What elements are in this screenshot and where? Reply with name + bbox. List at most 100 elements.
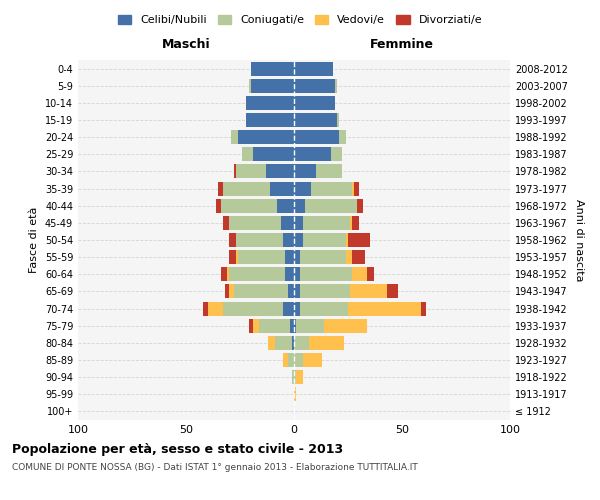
- Bar: [247, 96, 294, 110]
- Bar: [294, 336, 309, 350]
- Bar: [294, 148, 331, 162]
- Y-axis label: Fasce di età: Fasce di età: [29, 207, 39, 273]
- Bar: [335, 78, 337, 92]
- Bar: [294, 96, 335, 110]
- Bar: [316, 164, 341, 178]
- Bar: [236, 233, 283, 247]
- Bar: [292, 370, 294, 384]
- Bar: [253, 318, 259, 332]
- Bar: [294, 250, 301, 264]
- Bar: [208, 302, 223, 316]
- Bar: [302, 353, 322, 367]
- Bar: [294, 164, 316, 178]
- Bar: [223, 216, 229, 230]
- Bar: [294, 284, 301, 298]
- Bar: [387, 284, 398, 298]
- Bar: [232, 130, 238, 144]
- Bar: [268, 336, 275, 350]
- Bar: [221, 268, 227, 281]
- Bar: [283, 302, 294, 316]
- Bar: [223, 182, 270, 196]
- Bar: [331, 148, 341, 162]
- Bar: [236, 250, 238, 264]
- Bar: [221, 198, 277, 212]
- Legend: Celibi/Nubili, Coniugati/e, Vedovi/e, Divorziati/e: Celibi/Nubili, Coniugati/e, Vedovi/e, Di…: [113, 10, 487, 29]
- Bar: [229, 268, 286, 281]
- Bar: [346, 250, 352, 264]
- Bar: [248, 318, 253, 332]
- Bar: [292, 336, 294, 350]
- Bar: [287, 353, 294, 367]
- Bar: [203, 302, 208, 316]
- Bar: [305, 198, 356, 212]
- Bar: [253, 148, 294, 162]
- Bar: [251, 62, 294, 76]
- Bar: [346, 233, 348, 247]
- Bar: [275, 336, 292, 350]
- Bar: [294, 198, 305, 212]
- Bar: [223, 302, 283, 316]
- Bar: [259, 318, 290, 332]
- Bar: [301, 302, 348, 316]
- Bar: [294, 318, 296, 332]
- Bar: [324, 318, 367, 332]
- Bar: [294, 370, 296, 384]
- Bar: [281, 216, 294, 230]
- Bar: [225, 284, 229, 298]
- Bar: [227, 268, 229, 281]
- Bar: [287, 284, 294, 298]
- Bar: [283, 353, 287, 367]
- Bar: [340, 130, 346, 144]
- Bar: [348, 302, 421, 316]
- Bar: [294, 388, 296, 402]
- Bar: [247, 113, 294, 127]
- Bar: [356, 198, 363, 212]
- Bar: [367, 268, 374, 281]
- Bar: [286, 250, 294, 264]
- Text: Popolazione per età, sesso e stato civile - 2013: Popolazione per età, sesso e stato civil…: [12, 442, 343, 456]
- Bar: [294, 62, 333, 76]
- Bar: [294, 182, 311, 196]
- Bar: [294, 233, 302, 247]
- Bar: [352, 250, 365, 264]
- Bar: [233, 164, 236, 178]
- Bar: [294, 216, 302, 230]
- Bar: [352, 182, 355, 196]
- Bar: [251, 78, 294, 92]
- Bar: [355, 182, 359, 196]
- Bar: [309, 336, 344, 350]
- Bar: [352, 268, 367, 281]
- Bar: [294, 78, 335, 92]
- Bar: [294, 302, 301, 316]
- Text: COMUNE DI PONTE NOSSA (BG) - Dati ISTAT 1° gennaio 2013 - Elaborazione TUTTITALI: COMUNE DI PONTE NOSSA (BG) - Dati ISTAT …: [12, 462, 418, 471]
- Bar: [283, 233, 294, 247]
- Bar: [350, 284, 387, 298]
- Bar: [302, 233, 346, 247]
- Bar: [236, 164, 266, 178]
- Bar: [286, 268, 294, 281]
- Text: Maschi: Maschi: [161, 38, 211, 52]
- Bar: [270, 182, 294, 196]
- Bar: [238, 130, 294, 144]
- Bar: [277, 198, 294, 212]
- Bar: [301, 268, 352, 281]
- Bar: [266, 164, 294, 178]
- Bar: [421, 302, 426, 316]
- Bar: [218, 182, 223, 196]
- Bar: [290, 318, 294, 332]
- Bar: [294, 130, 340, 144]
- Bar: [229, 284, 233, 298]
- Bar: [233, 284, 287, 298]
- Bar: [294, 113, 337, 127]
- Bar: [238, 250, 286, 264]
- Bar: [348, 233, 370, 247]
- Bar: [337, 113, 340, 127]
- Bar: [350, 216, 352, 230]
- Text: Femmine: Femmine: [370, 38, 434, 52]
- Bar: [229, 233, 236, 247]
- Bar: [296, 370, 302, 384]
- Bar: [242, 148, 253, 162]
- Bar: [229, 216, 281, 230]
- Bar: [301, 250, 346, 264]
- Bar: [311, 182, 352, 196]
